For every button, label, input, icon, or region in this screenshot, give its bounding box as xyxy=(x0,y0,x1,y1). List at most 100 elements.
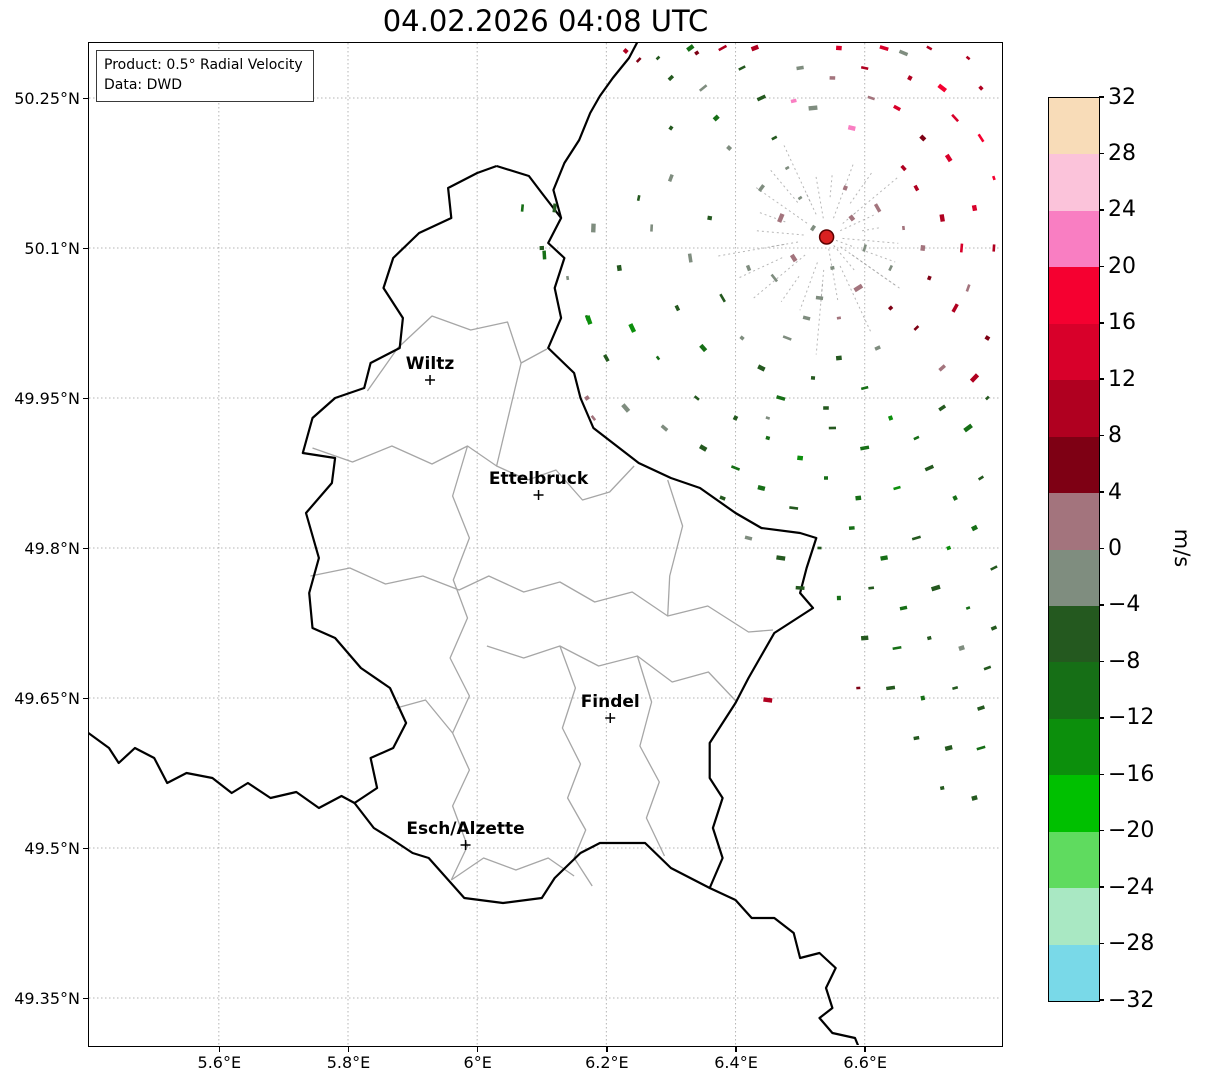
colorbar-tick-mark xyxy=(1099,999,1104,1001)
radar-bin xyxy=(830,265,835,271)
radar-bin xyxy=(815,295,824,301)
radar-bin xyxy=(971,795,978,801)
radar-bin xyxy=(744,535,753,541)
colorbar-tick-mark xyxy=(1099,717,1104,719)
radar-bin xyxy=(726,145,733,151)
radar-spoke xyxy=(853,176,900,215)
radar-bin xyxy=(920,244,926,252)
colorbar-tick-label: −28 xyxy=(1108,931,1155,957)
radar-bin xyxy=(901,225,906,231)
radar-bin xyxy=(771,135,778,141)
map-canvas: Wiltz Ettelbruck Findel Esch/Alzette xyxy=(89,43,1001,1045)
radar-bin xyxy=(621,403,631,413)
district-border xyxy=(312,362,522,467)
radar-bin xyxy=(782,335,792,341)
radar-bin xyxy=(907,75,913,81)
colorbar-tick-label: −24 xyxy=(1108,874,1155,900)
radar-bin xyxy=(829,76,836,80)
radar-bin xyxy=(817,546,822,550)
radar-bin xyxy=(965,606,971,610)
radar-bin xyxy=(823,406,829,410)
radar-bin xyxy=(874,345,881,351)
radar-bin xyxy=(738,65,746,71)
lon-tick-label: 6°E xyxy=(463,1053,492,1072)
radar-bin xyxy=(668,125,674,131)
radar-bin xyxy=(969,373,980,383)
country-border xyxy=(301,164,818,905)
radar-bin xyxy=(635,57,642,63)
radar-spoke xyxy=(839,213,876,232)
radar-bin xyxy=(913,435,920,441)
radar-bin xyxy=(823,476,829,480)
radar-bin xyxy=(698,84,708,92)
district-border xyxy=(396,699,454,734)
radar-bin xyxy=(930,584,941,592)
radar-bin xyxy=(694,50,700,56)
colorbar-tick-label: −16 xyxy=(1108,761,1155,787)
radar-bin xyxy=(585,315,593,325)
radar-bin xyxy=(784,165,790,171)
colorbar-segment xyxy=(1049,775,1099,832)
radar-bin xyxy=(984,335,991,341)
radar-bin xyxy=(628,323,637,333)
radar-bin xyxy=(757,364,766,372)
colorbar-segment xyxy=(1049,436,1099,494)
radar-bin xyxy=(868,586,875,590)
data-source: Data: DWD xyxy=(104,77,182,94)
colorbar-tick-label: −20 xyxy=(1108,818,1155,844)
colorbar-tick-label: 16 xyxy=(1108,310,1136,336)
radar-bin xyxy=(842,185,848,191)
radar-bin xyxy=(603,354,610,363)
lon-tick-mark xyxy=(218,1047,221,1052)
colorbar-tick-label: −32 xyxy=(1108,987,1155,1013)
colorbar-tick-label: 4 xyxy=(1108,479,1122,505)
radar-bin xyxy=(797,455,804,461)
lat-tick-mark xyxy=(83,547,88,550)
radar-bin xyxy=(990,625,998,631)
colorbar-segment xyxy=(1049,154,1099,211)
radar-bin xyxy=(919,134,927,142)
radar-bin xyxy=(797,195,803,201)
radar-bin xyxy=(867,95,876,101)
city-label: Findel xyxy=(581,692,640,712)
radar-spoke xyxy=(718,243,785,257)
radar-bin xyxy=(730,465,741,471)
radar-bin xyxy=(971,524,978,532)
radar-bin xyxy=(667,74,675,82)
colorbar-segment xyxy=(1049,718,1099,776)
radar-bin xyxy=(591,223,596,233)
city-label: Ettelbruck xyxy=(489,469,589,489)
radar-bin xyxy=(959,243,964,253)
colorbar-tick-label: 32 xyxy=(1108,84,1136,110)
radar-bin xyxy=(913,325,920,331)
radar-bin xyxy=(650,224,654,232)
radar-bin xyxy=(828,426,837,430)
colorbar-tick-mark xyxy=(1099,547,1104,550)
radar-bin xyxy=(862,244,867,252)
radar-bin xyxy=(913,735,920,741)
radar-bin xyxy=(693,395,700,401)
radar-bin xyxy=(719,293,726,303)
radar-bin xyxy=(860,65,869,71)
radar-bin xyxy=(539,245,545,251)
radar-bin xyxy=(946,545,952,551)
colorbar-tick-label: 12 xyxy=(1108,366,1136,392)
radar-bin xyxy=(879,45,889,52)
country-border xyxy=(709,887,860,1045)
lon-tick-label: 6.6°E xyxy=(843,1053,887,1072)
radar-bin xyxy=(835,355,842,361)
radar-bin xyxy=(655,355,661,361)
colorbar-tick-mark xyxy=(1099,322,1104,324)
colorbar-tick-mark xyxy=(1099,829,1104,832)
colorbar-segment xyxy=(1049,98,1099,155)
figure-title: 04.02.2026 04:08 UTC xyxy=(382,4,709,38)
radar-spoke xyxy=(842,237,899,244)
colorbar-segment xyxy=(1049,944,1099,1001)
radar-bin xyxy=(835,45,842,51)
radar-bin xyxy=(776,395,786,401)
lon-tick-label: 5.8°E xyxy=(326,1053,371,1072)
radar-spoke xyxy=(780,276,800,302)
radar-bin xyxy=(622,48,629,54)
radar-bin xyxy=(750,44,760,52)
